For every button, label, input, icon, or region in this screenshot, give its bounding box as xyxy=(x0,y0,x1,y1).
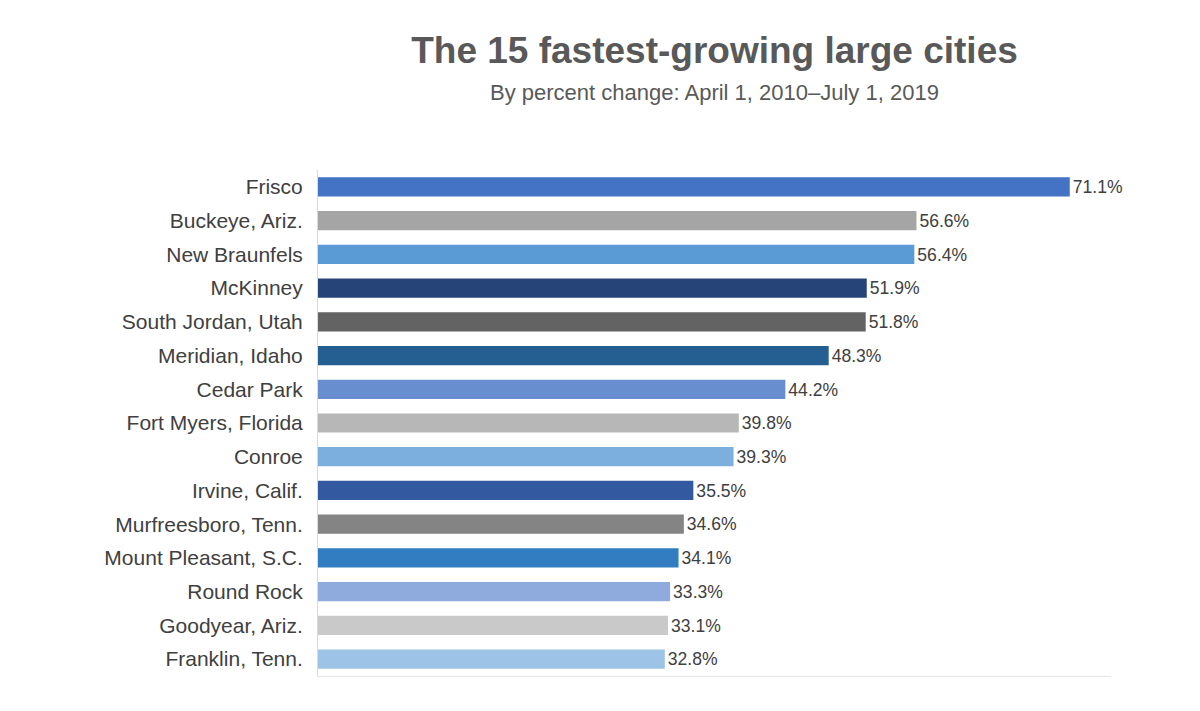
svg-text:51.9%: 51.9% xyxy=(870,278,920,298)
svg-text:32.8%: 32.8% xyxy=(668,649,718,669)
svg-text:44.2%: 44.2% xyxy=(788,380,838,400)
svg-text:56.6%: 56.6% xyxy=(919,211,969,231)
svg-text:Murfreesboro, Tenn.: Murfreesboro, Tenn. xyxy=(115,513,303,536)
svg-text:Fort Myers, Florida: Fort Myers, Florida xyxy=(127,411,304,434)
svg-text:35.5%: 35.5% xyxy=(696,481,746,501)
svg-text:The 15 fastest-growing large c: The 15 fastest-growing large cities xyxy=(411,30,1018,71)
svg-text:34.1%: 34.1% xyxy=(682,548,732,568)
svg-text:New Braunfels: New Braunfels xyxy=(166,243,303,266)
svg-text:33.3%: 33.3% xyxy=(673,582,723,602)
svg-text:Buckeye, Ariz.: Buckeye, Ariz. xyxy=(170,209,303,232)
svg-text:39.8%: 39.8% xyxy=(742,413,792,433)
svg-text:By percent change: April 1, 20: By percent change: April 1, 2010–July 1,… xyxy=(490,80,939,105)
svg-text:South Jordan, Utah: South Jordan, Utah xyxy=(122,310,303,333)
svg-text:Round Rock: Round Rock xyxy=(187,580,303,603)
svg-text:Goodyear, Ariz.: Goodyear, Ariz. xyxy=(159,614,303,637)
svg-text:33.1%: 33.1% xyxy=(671,616,721,636)
svg-text:34.6%: 34.6% xyxy=(687,514,737,534)
svg-text:51.8%: 51.8% xyxy=(869,312,919,332)
svg-text:Frisco: Frisco xyxy=(246,175,303,198)
svg-text:Conroe: Conroe xyxy=(234,445,303,468)
svg-text:Meridian, Idaho: Meridian, Idaho xyxy=(158,344,303,367)
svg-text:71.1%: 71.1% xyxy=(1073,177,1123,197)
svg-text:56.4%: 56.4% xyxy=(917,245,967,265)
svg-text:Mount Pleasant, S.C.: Mount Pleasant, S.C. xyxy=(104,546,302,569)
svg-text:Irvine, Calif.: Irvine, Calif. xyxy=(192,479,303,502)
svg-text:Franklin, Tenn.: Franklin, Tenn. xyxy=(165,647,302,670)
svg-text:McKinney: McKinney xyxy=(211,276,304,299)
svg-text:39.3%: 39.3% xyxy=(737,447,787,467)
svg-text:48.3%: 48.3% xyxy=(832,346,882,366)
svg-text:Cedar Park: Cedar Park xyxy=(197,378,304,401)
